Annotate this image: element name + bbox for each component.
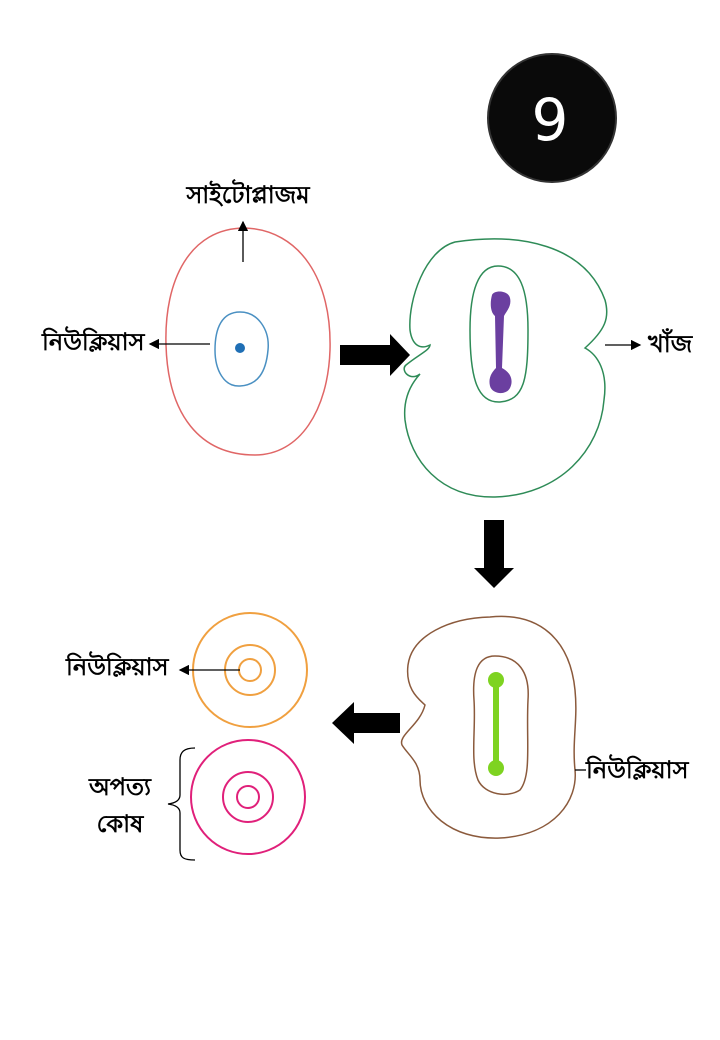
dividing-cell-stage1-nucleus xyxy=(469,265,529,403)
parent-cell-nucleus xyxy=(214,311,269,387)
arrow-left xyxy=(332,702,400,744)
dividing-cell-stage1 xyxy=(403,238,608,498)
label-daughter-cell-line2: কোষ xyxy=(97,810,144,838)
daughter-cell-bottom xyxy=(190,739,306,855)
parent-cell xyxy=(165,227,331,456)
label-nucleus-top: নিউক্লিয়াস xyxy=(41,326,146,356)
chromatin-green-bottom xyxy=(488,760,504,776)
dividing-cell-stage1-membrane xyxy=(403,238,608,498)
label-nucleus-bottom-left: নিউক্লিয়াস xyxy=(65,651,170,681)
arrow-down xyxy=(474,520,514,588)
label-nucleus-bottom-right: নিউক্লিয়াস xyxy=(585,754,690,784)
label-cytoplasm: সাইটোপ্লাজম xyxy=(185,179,311,209)
parent-cell-membrane xyxy=(165,227,331,456)
dividing-cell-stage2-membrane xyxy=(400,615,577,839)
badge-number: 9 xyxy=(532,86,569,154)
label-daughter-cell-line1: অপত্য xyxy=(88,773,152,801)
chromatin-green-top xyxy=(488,672,504,688)
daughter-cells-bracket xyxy=(167,747,196,861)
chromatin-purple xyxy=(489,291,512,394)
nucleolus-dot xyxy=(235,343,245,353)
arrow-right xyxy=(340,334,410,376)
label-groove: খাঁজ xyxy=(647,328,694,358)
dividing-cell-stage2 xyxy=(400,615,577,839)
step-badge: 9 xyxy=(487,53,617,183)
badge-circle xyxy=(488,54,616,182)
dividing-cell-stage2-nucleus xyxy=(472,655,529,796)
